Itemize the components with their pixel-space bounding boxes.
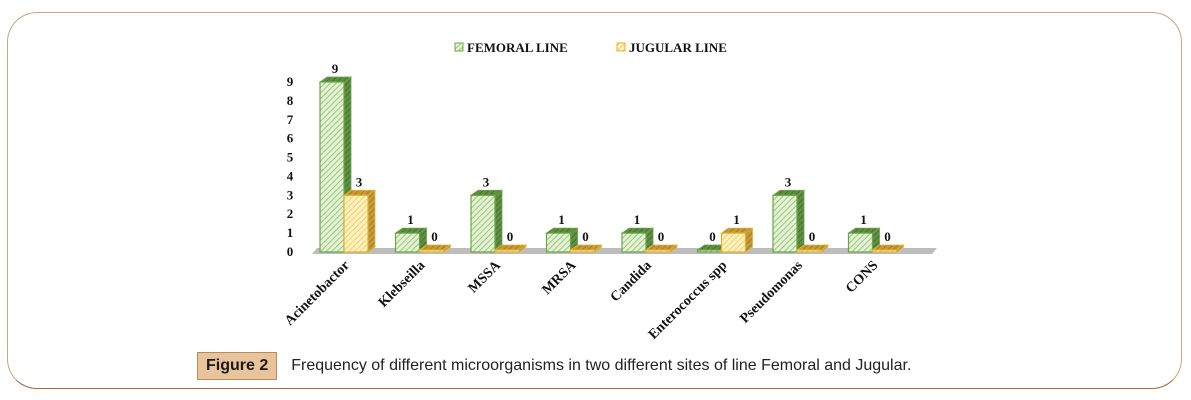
- x-tick-label: Candida: [608, 258, 655, 305]
- bar-front: [796, 249, 822, 253]
- bar-front: [494, 249, 520, 253]
- data-label: 1: [860, 212, 867, 227]
- data-label: 0: [582, 229, 589, 244]
- bar-femoral: [771, 189, 806, 253]
- legend-item-femoral: FEMORAL LINE: [454, 40, 568, 55]
- y-axis: 0 1 2 3 4 5 6 7 8 9: [287, 74, 294, 259]
- bar-jugular: [720, 227, 754, 253]
- bar-femoral: [620, 227, 655, 253]
- bar-front: [545, 232, 572, 253]
- bar-front: [645, 249, 671, 253]
- legend-label-femoral: FEMORAL LINE: [467, 40, 568, 55]
- bar-jugular: [871, 244, 905, 253]
- bar-front: [696, 249, 723, 253]
- data-label: 3: [785, 174, 792, 189]
- legend-swatch-jugular: [616, 42, 626, 52]
- x-axis: Acinetobactor Klebseilla MSSA MRSA CandidaEn…: [282, 258, 881, 343]
- bar-side: [796, 189, 805, 253]
- data-label: 0: [507, 229, 514, 244]
- data-label: 0: [431, 229, 438, 244]
- data-labels: 9 3 1 0 3 0 1 0 1 0 0 1 3 0 1 0: [332, 61, 891, 244]
- bar-jugular: [493, 244, 528, 253]
- bar-side: [494, 189, 503, 253]
- bar-jugular: [418, 244, 452, 253]
- legend: FEMORAL LINE JUGULAR LINE: [454, 40, 727, 55]
- y-tick-label: 3: [287, 187, 294, 202]
- bar-femoral: [545, 227, 579, 253]
- data-label: 0: [809, 229, 816, 244]
- y-tick-label: 0: [287, 244, 294, 259]
- x-tick-label: CONS: [843, 258, 881, 296]
- y-tick-label: 9: [287, 74, 294, 89]
- bar-front: [569, 249, 596, 253]
- x-tick-label: MRSA: [540, 258, 580, 298]
- y-tick-label: 8: [287, 93, 294, 108]
- bar-jugular: [644, 244, 679, 253]
- bar-front: [772, 194, 798, 253]
- bar-front: [847, 232, 874, 253]
- y-tick-label: 7: [287, 112, 294, 127]
- y-tick-label: 2: [287, 206, 294, 221]
- figure-frame: [7, 12, 1182, 389]
- x-tick-label: Enterococcus spp: [646, 258, 731, 343]
- bar-front: [343, 194, 369, 253]
- y-tick-label: 4: [287, 168, 294, 183]
- bar-front: [394, 232, 421, 253]
- bars: [318, 76, 905, 253]
- data-label: 1: [558, 212, 565, 227]
- data-label: 3: [483, 174, 490, 189]
- legend-label-jugular: JUGULAR LINE: [629, 40, 727, 55]
- x-tick-label: Klebseilla: [376, 258, 428, 310]
- bar-jugular: [342, 189, 377, 253]
- bar-front: [470, 194, 496, 253]
- bar-front: [418, 249, 445, 253]
- bar-front: [319, 81, 345, 253]
- y-tick-label: 5: [287, 150, 294, 165]
- x-tick-label: Acinetobactor: [282, 258, 353, 329]
- bar-femoral: [469, 189, 504, 253]
- bar-jugular: [795, 244, 830, 253]
- data-label: 0: [709, 229, 716, 244]
- bar-front: [720, 232, 747, 253]
- data-label: 1: [733, 212, 740, 227]
- data-label: 3: [356, 174, 363, 189]
- data-label: 0: [884, 229, 891, 244]
- figure-tag: Figure 2: [197, 352, 278, 380]
- y-tick-label: 6: [287, 131, 294, 146]
- bar-front: [871, 249, 898, 253]
- bar-side: [367, 189, 376, 253]
- legend-swatch-femoral: [454, 42, 464, 52]
- bar-jugular: [569, 244, 603, 253]
- bar-front: [621, 232, 647, 253]
- data-label: 1: [634, 212, 641, 227]
- data-label: 9: [332, 61, 339, 76]
- legend-item-jugular: JUGULAR LINE: [616, 40, 727, 55]
- figure-caption-text: Frequency of different microorganisms in…: [291, 357, 912, 374]
- y-tick-label: 1: [287, 225, 294, 240]
- x-tick-label: MSSA: [466, 258, 505, 297]
- data-label: 1: [407, 212, 414, 227]
- data-label: 0: [658, 229, 665, 244]
- figure-caption: Figure 2 Frequency of different microorg…: [197, 352, 911, 380]
- x-tick-label: Pseudomonas: [737, 258, 806, 327]
